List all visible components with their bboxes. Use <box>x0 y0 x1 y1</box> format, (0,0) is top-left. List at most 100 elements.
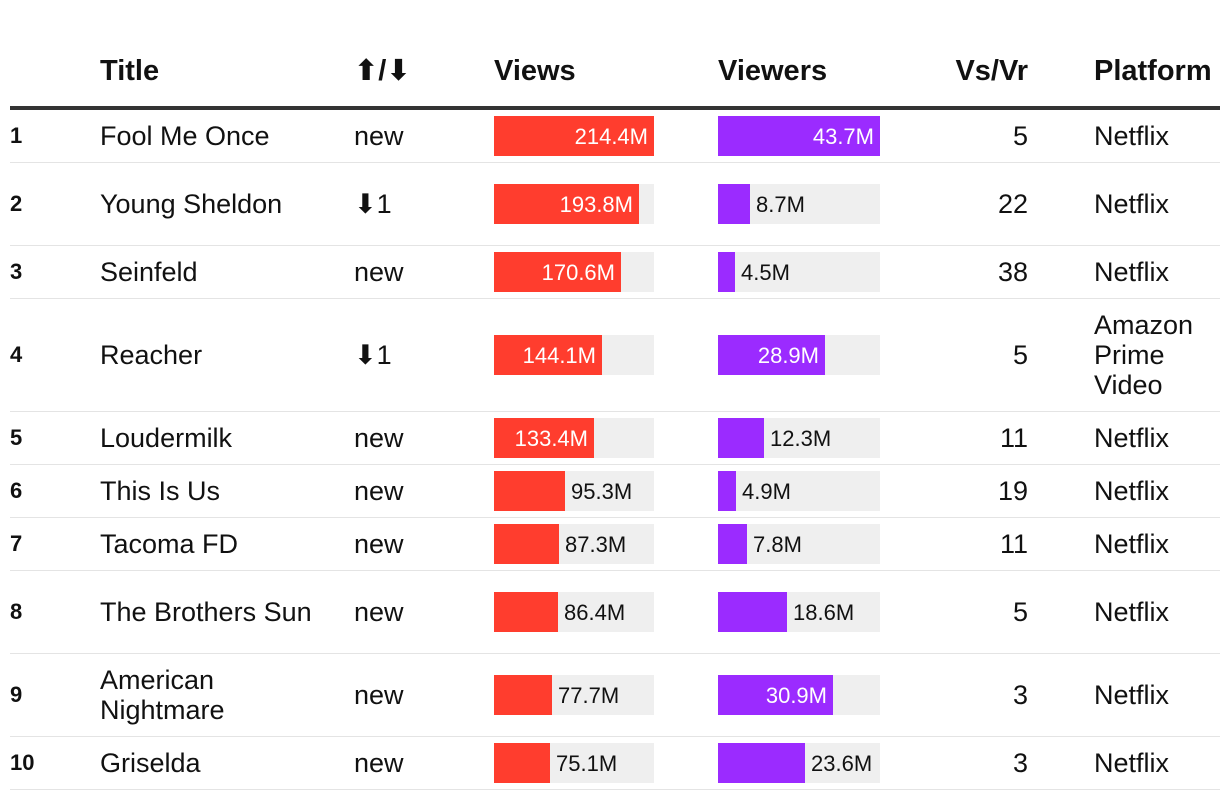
table-row: 7 Tacoma FD new 87.3M 7.8M 11 Netflix <box>10 518 1220 571</box>
show-title: The Brothers Sun <box>100 597 312 627</box>
table-row: 4 Reacher ⬇1 144.1M 28.9M 5 Amazon Prime Video <box>10 299 1220 412</box>
platform-name: Amazon Prime Video <box>1094 310 1194 400</box>
viewers-bar <box>718 675 833 715</box>
views-bar <box>494 743 550 783</box>
table-row: 9 American Nightmare new 77.7M 30.9M 3 Netflix <box>10 654 1220 737</box>
rank-change: ⬇1 <box>354 339 392 370</box>
viewers-bar-label: 4.9M <box>742 479 791 504</box>
viewers-bar <box>718 116 880 156</box>
views-bar-track: 75.1M <box>494 743 654 783</box>
viewers-bar-track: 12.3M <box>718 418 880 458</box>
viewers-bar-label: 18.6M <box>793 600 855 625</box>
show-title: Seinfeld <box>100 257 198 287</box>
viewers-bar-track: 8.7M <box>718 184 880 224</box>
table-row: 10 Griselda new 75.1M 23.6M 3 Netflix <box>10 737 1220 790</box>
views-bar <box>494 471 565 511</box>
views-bar-label: 75.1M <box>556 751 618 776</box>
views-bar-label: 95.3M <box>571 479 633 504</box>
rank-change: new <box>354 528 404 559</box>
platform-name: Netflix <box>1094 680 1170 710</box>
rank-number: 2 <box>10 191 23 216</box>
viewers-cell: 4.5M <box>718 246 880 298</box>
show-title: American Nightmare <box>100 665 225 725</box>
views-cell: 75.1M <box>494 737 654 789</box>
rank-change: new <box>354 747 404 778</box>
views-per-viewer: 11 <box>999 528 1028 559</box>
viewers-bar-track: 18.6M <box>718 592 880 632</box>
viewers-bar <box>718 524 747 564</box>
rank-number: 9 <box>10 682 23 707</box>
platform-name: Netflix <box>1094 476 1170 506</box>
ranking-table: Title ⬆/⬇ Views Viewers Vs/Vr Platform 1… <box>10 0 1220 790</box>
views-bar <box>494 252 621 292</box>
platform-name: Netflix <box>1094 121 1170 151</box>
viewers-cell: 8.7M <box>718 163 880 245</box>
header-views: Views <box>494 55 576 87</box>
table-row: 5 Loudermilk new 133.4M 12.3M 11 Netflix <box>10 412 1220 465</box>
viewers-bar-label: 8.7M <box>756 192 805 217</box>
header-platform: Platform <box>1094 55 1212 87</box>
viewers-bar <box>718 252 735 292</box>
views-bar-track: 133.4M <box>494 418 654 458</box>
viewers-bar-track: 30.9M <box>718 675 880 715</box>
viewers-bar-label: 43.7M <box>812 124 874 149</box>
viewers-cell: 7.8M <box>718 518 880 570</box>
rank-change: new <box>354 679 404 710</box>
rank-change: new <box>354 120 404 151</box>
views-per-viewer: 3 <box>1012 747 1028 778</box>
views-bar-label: 77.7M <box>558 683 620 708</box>
viewers-bar <box>718 335 825 375</box>
viewers-cell: 30.9M <box>718 654 880 736</box>
viewers-bar-track: 7.8M <box>718 524 880 564</box>
viewers-cell: 12.3M <box>718 412 880 464</box>
views-bar-track: 214.4M <box>494 116 654 156</box>
viewers-bar-track: 28.9M <box>718 335 880 375</box>
views-cell: 214.4M <box>494 110 654 162</box>
views-per-viewer: 22 <box>997 188 1028 219</box>
header-vsvr: Vs/Vr <box>955 55 1028 87</box>
viewers-bar-track: 43.7M <box>718 116 880 156</box>
show-title: Tacoma FD <box>100 529 239 559</box>
viewers-bar-label: 30.9M <box>765 683 827 708</box>
rank-change: new <box>354 422 404 453</box>
platform-name: Netflix <box>1094 257 1170 287</box>
views-cell: 95.3M <box>494 465 654 517</box>
views-bar-label: 170.6M <box>541 260 615 285</box>
rank-number: 8 <box>10 599 23 624</box>
rank-change: ⬇1 <box>354 188 392 219</box>
rank-number: 5 <box>10 425 23 450</box>
views-per-viewer: 19 <box>997 475 1028 506</box>
header-title: Title <box>100 55 160 87</box>
views-bar-track: 77.7M <box>494 675 654 715</box>
table-row: 6 This Is Us new 95.3M 4.9M 19 Netflix <box>10 465 1220 518</box>
views-bar-label: 193.8M <box>559 192 633 217</box>
views-bar-track: 144.1M <box>494 335 654 375</box>
rank-number: 10 <box>10 750 35 775</box>
rank-number: 3 <box>10 259 23 284</box>
views-bar <box>494 592 558 632</box>
views-bar-track: 95.3M <box>494 471 654 511</box>
viewers-bar-label: 12.3M <box>770 426 832 451</box>
views-per-viewer: 5 <box>1012 120 1028 151</box>
show-title: Loudermilk <box>100 423 233 453</box>
views-bar-label: 133.4M <box>514 426 588 451</box>
viewers-bar-label: 23.6M <box>811 751 873 776</box>
viewers-bar-label: 7.8M <box>753 532 802 557</box>
rank-change: new <box>354 475 404 506</box>
views-bar-track: 86.4M <box>494 592 654 632</box>
platform-name: Netflix <box>1094 529 1170 559</box>
show-title: This Is Us <box>100 476 221 506</box>
rank-change: new <box>354 596 404 627</box>
rank-number: 6 <box>10 478 23 503</box>
views-bar <box>494 524 559 564</box>
rank-change: new <box>354 256 404 287</box>
views-cell: 87.3M <box>494 518 654 570</box>
header-change: ⬆/⬇ <box>354 55 411 87</box>
views-bar <box>494 675 552 715</box>
views-cell: 193.8M <box>494 163 654 245</box>
table-row: 2 Young Sheldon ⬇1 193.8M 8.7M 22 Netflix <box>10 163 1220 246</box>
views-cell: 144.1M <box>494 299 654 411</box>
views-bar-track: 193.8M <box>494 184 654 224</box>
table-header: Title ⬆/⬇ Views Viewers Vs/Vr Platform <box>10 0 1220 110</box>
views-bar-label: 144.1M <box>522 343 596 368</box>
